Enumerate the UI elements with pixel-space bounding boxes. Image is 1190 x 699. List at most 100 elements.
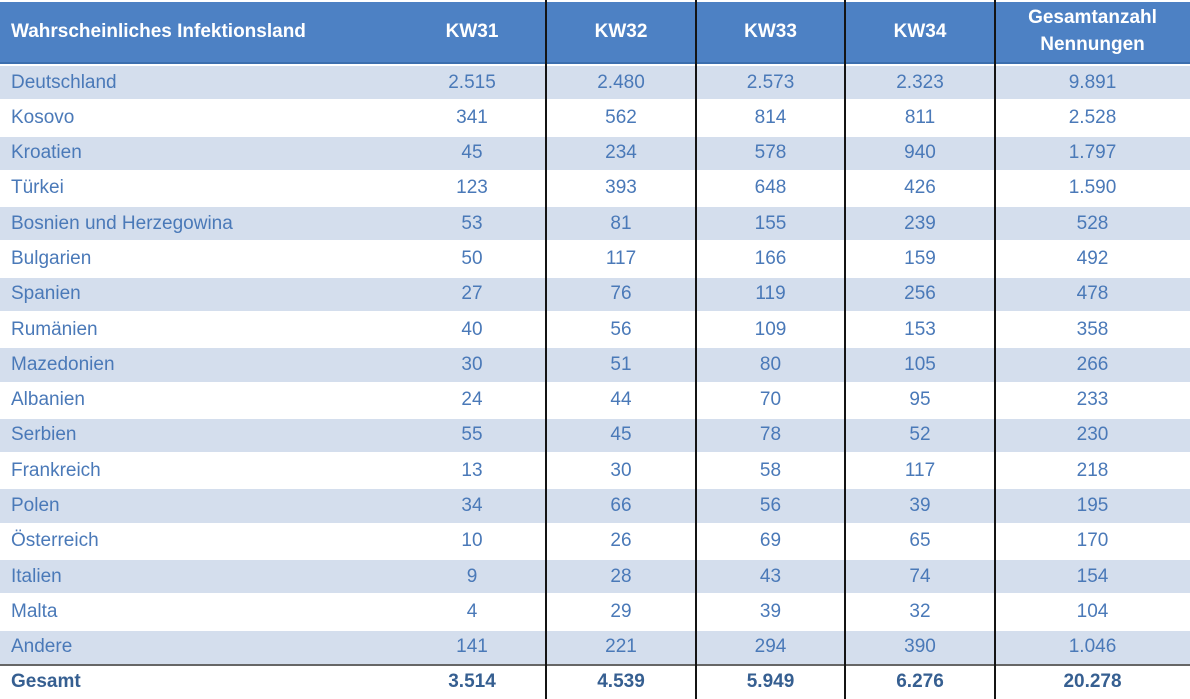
column-divider: [545, 0, 547, 699]
total-value-cell: 104: [1076, 600, 1109, 622]
table-row: Kosovo 341 562 814 811 2.528: [0, 99, 1190, 135]
kw-value-cell: 234: [605, 142, 637, 164]
kw-value-cell: 74: [909, 565, 931, 587]
kw-value-cell: 105: [904, 353, 936, 375]
kw-value-cell: 940: [904, 142, 936, 164]
kw-value-cell: 426: [904, 177, 936, 199]
total-value-cell: 266: [1076, 353, 1109, 375]
column-divider: [695, 0, 697, 699]
kw-value-cell: 30: [610, 459, 632, 481]
kw-value-cell: 294: [754, 636, 787, 658]
table-row: Frankreich 13 30 58 117 218: [0, 452, 1190, 488]
total-value-cell: 528: [1076, 212, 1109, 234]
kw-value-cell: 4: [466, 600, 478, 622]
country-cell: Bosnien und Herzegowina: [11, 212, 233, 234]
table-row: Deutschland 2.515 2.480 2.573 2.323 9.891: [0, 64, 1190, 100]
kw-value-cell: 239: [904, 212, 936, 234]
kw-value-cell: 29: [610, 600, 632, 622]
kw-value-cell: 5.949: [746, 671, 795, 693]
kw-value-cell: 26: [610, 530, 632, 552]
country-cell: Serbien: [11, 424, 77, 446]
kw-value-cell: 95: [909, 389, 931, 411]
table-row: Österreich 10 26 69 65 170: [0, 522, 1190, 558]
kw-value-cell: 3.514: [448, 671, 496, 693]
country-cell: Andere: [11, 636, 73, 658]
kw-value-cell: 40: [461, 318, 483, 340]
total-value-cell: 20.278: [1063, 671, 1122, 693]
country-cell: Kosovo: [11, 106, 75, 128]
country-cell: Spanien: [11, 283, 81, 305]
total-value-cell: 233: [1076, 389, 1109, 411]
total-value-cell: 1.046: [1068, 636, 1117, 658]
column-header-kw33: KW33: [744, 21, 797, 42]
kw-value-cell: 52: [909, 424, 931, 446]
kw-value-cell: 30: [461, 353, 483, 375]
table-row: Spanien 27 76 119 256 478: [0, 275, 1190, 311]
total-value-cell: 218: [1076, 459, 1109, 481]
country-cell: Gesamt: [11, 671, 81, 693]
kw-value-cell: 44: [610, 389, 632, 411]
table-body: Deutschland 2.515 2.480 2.573 2.323 9.891 Koso…: [0, 64, 1190, 699]
kw-value-cell: 159: [904, 248, 936, 270]
total-value-cell: 358: [1076, 318, 1109, 340]
kw-value-cell: 70: [759, 389, 782, 411]
country-cell: Kroatien: [11, 142, 82, 164]
kw-value-cell: 45: [610, 424, 632, 446]
country-cell: Malta: [11, 600, 58, 622]
total-value-cell: 195: [1076, 495, 1109, 517]
total-value-cell: 478: [1076, 283, 1109, 305]
column-header-kw32: KW32: [594, 21, 648, 42]
kw-value-cell: 141: [456, 636, 488, 658]
total-value-cell: 170: [1076, 530, 1109, 552]
country-cell: Deutschland: [11, 71, 117, 93]
table-row: Türkei 123 393 648 426 1.590: [0, 169, 1190, 206]
kw-value-cell: 43: [759, 565, 782, 587]
kw-value-cell: 155: [754, 212, 787, 234]
table-header-row: Wahrscheinliches Infektionsland KW31 KW3…: [0, 2, 1190, 64]
kw-value-cell: 117: [605, 248, 637, 270]
column-divider: [844, 0, 846, 699]
country-cell: Österreich: [11, 530, 99, 552]
kw-value-cell: 80: [759, 353, 782, 375]
kw-value-cell: 13: [461, 459, 483, 481]
table-row: Kroatien 45 234 578 940 1.797: [0, 134, 1190, 170]
kw-value-cell: 393: [605, 177, 637, 199]
kw-value-cell: 2.323: [896, 71, 944, 93]
table-row: Albanien 24 44 70 95 233: [0, 381, 1190, 417]
kw-value-cell: 6.276: [896, 671, 944, 693]
kw-value-cell: 166: [754, 248, 787, 270]
kw-value-cell: 50: [461, 248, 483, 270]
kw-value-cell: 578: [754, 142, 787, 164]
kw-value-cell: 390: [904, 636, 936, 658]
table-row: Rumänien 40 56 109 153 358: [0, 310, 1190, 347]
country-cell: Mazedonien: [11, 353, 115, 375]
kw-value-cell: 2.515: [448, 71, 496, 93]
kw-value-cell: 24: [461, 389, 483, 411]
country-cell: Türkei: [11, 177, 64, 199]
column-header-total-mentions: Gesamtanzahl Nennungen: [1028, 7, 1157, 55]
kw-value-cell: 814: [754, 106, 787, 128]
kw-value-cell: 65: [909, 530, 931, 552]
kw-value-cell: 117: [904, 459, 936, 481]
kw-value-cell: 78: [759, 424, 782, 446]
kw-value-cell: 9: [466, 565, 478, 587]
kw-value-cell: 10: [461, 530, 483, 552]
kw-value-cell: 256: [904, 283, 936, 305]
table-row: Bulgarien 50 117 166 159 492: [0, 240, 1190, 276]
kw-value-cell: 56: [759, 495, 782, 517]
kw-value-cell: 119: [755, 283, 786, 305]
kw-value-cell: 32: [909, 600, 931, 622]
kw-value-cell: 58: [759, 459, 782, 481]
kw-value-cell: 2.480: [597, 71, 645, 93]
kw-value-cell: 45: [461, 142, 483, 164]
kw-value-cell: 53: [461, 212, 483, 234]
table-row: Mazedonien 30 51 80 105 266: [0, 346, 1190, 382]
kw-value-cell: 76: [610, 283, 632, 305]
kw-value-cell: 39: [909, 495, 931, 517]
kw-value-cell: 123: [456, 177, 488, 199]
table-row: Bosnien und Herzegowina 53 81 155 239 528: [0, 205, 1190, 241]
kw-value-cell: 56: [610, 318, 632, 340]
kw-value-cell: 4.539: [597, 671, 645, 693]
country-cell: Frankreich: [11, 459, 101, 481]
table-row: Polen 34 66 56 39 195: [0, 487, 1190, 523]
